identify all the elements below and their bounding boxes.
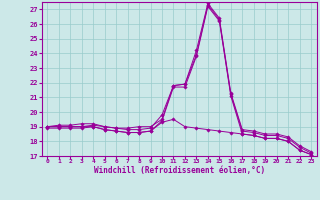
X-axis label: Windchill (Refroidissement éolien,°C): Windchill (Refroidissement éolien,°C) [94,166,265,175]
